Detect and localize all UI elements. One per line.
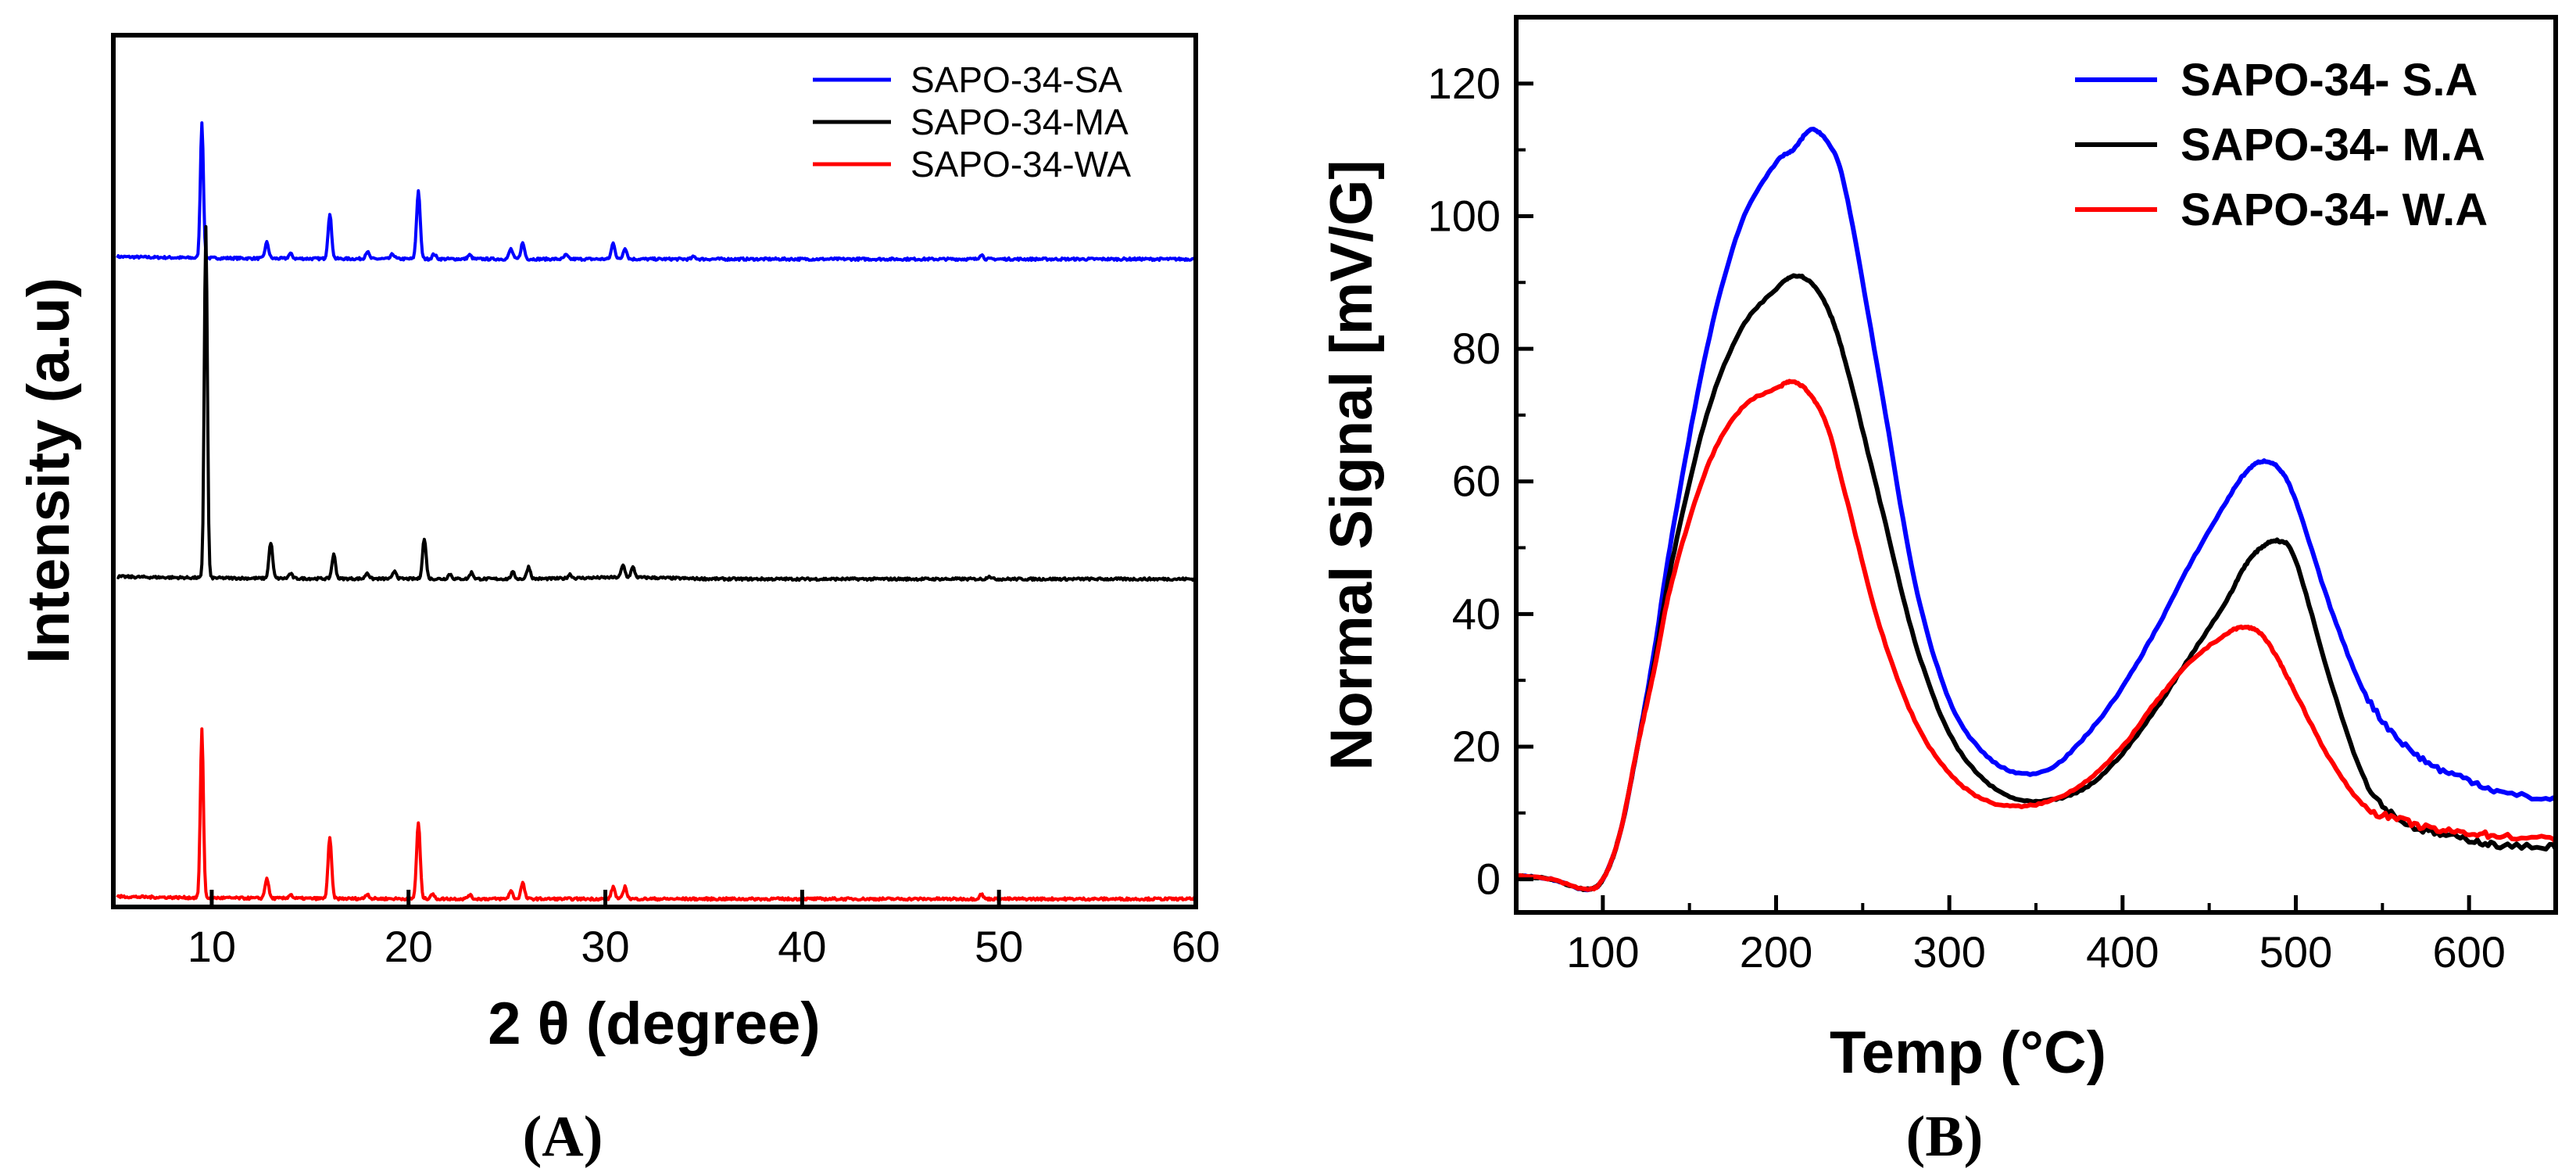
chart-a-y-axis-title: Intensity (a.u) — [16, 278, 82, 664]
chart-b-y-tick-label: 80 — [1452, 324, 1501, 373]
chart-b-x-tick-label: 400 — [2086, 927, 2159, 977]
chart-a-series-sapo-34-ma — [116, 224, 1197, 582]
chart-b-y-tick-label: 120 — [1428, 59, 1501, 108]
chart-b-series-sapo-34-w-a — [1516, 378, 2556, 892]
chart-a-legend-label: SAPO-34-SA — [911, 59, 1122, 100]
chart-a-x-tick-label: 50 — [975, 922, 1023, 971]
chart-b-x-tick-label: 200 — [1740, 927, 1812, 977]
chart-b-y-tick-label: 100 — [1428, 191, 1501, 240]
chart-a-series-sapo-34-wa — [116, 727, 1197, 902]
chart-b-panel-label: (B) — [1906, 1105, 1984, 1169]
chart-b-legend: SAPO-34- S.A SAPO-34- M.A SAPO-34- W.A — [2075, 55, 2488, 235]
chart-b-y-tick-label: 40 — [1452, 589, 1501, 638]
chart-b-legend-label: SAPO-34- W.A — [2181, 185, 2488, 235]
chart-b-x-tick-label: 100 — [1566, 927, 1639, 977]
chart-b-x-axis-title: Temp (°C) — [1830, 1020, 2106, 1086]
chart-b-x-tick-label: 500 — [2259, 927, 2332, 977]
chart-a-x-tick-label: 60 — [1172, 922, 1220, 971]
chart-a: 10 20 30 40 50 60 2 θ (degree) Intensity (a.u… — [16, 33, 1220, 1169]
chart-b-series-sapo-34-s-a — [1516, 127, 2556, 893]
chart-b-x-tick-label: 600 — [2432, 927, 2505, 977]
chart-b-legend-label: SAPO-34- S.A — [2181, 55, 2478, 106]
chart-b-series-group — [1516, 127, 2556, 893]
chart-a-legend-label: SAPO-34-MA — [911, 102, 1129, 142]
chart-a-x-tick-label: 10 — [188, 922, 236, 971]
chart-b-y-tick-label: 0 — [1476, 855, 1501, 904]
chart-b-y-axis-title: Normal Signal [mV/G] — [1318, 159, 1385, 770]
chart-a-series-sapo-34-sa — [116, 121, 1197, 262]
chart-a-x-tick-label: 20 — [385, 922, 433, 971]
chart-b-y-ticks: 0 20 40 60 80 100 120 — [1428, 16, 1533, 904]
chart-a-panel-label: (A) — [523, 1105, 603, 1169]
chart-b-legend-label: SAPO-34- M.A — [2181, 120, 2485, 170]
chart-a-x-axis-title: 2 θ (degree) — [488, 991, 820, 1057]
chart-b-x-tick-label: 300 — [1912, 927, 1985, 977]
chart-a-x-tick-label: 30 — [581, 922, 629, 971]
chart-a-plot-frame — [111, 33, 1198, 909]
chart-b-y-tick-label: 60 — [1452, 457, 1501, 506]
chart-a-series-group — [116, 121, 1197, 902]
chart-a-legend-label: SAPO-34-WA — [911, 144, 1131, 185]
chart-b: 100 200 300 400 500 600 0 20 40 60 80 100 120 Temp … — [1318, 15, 2558, 1169]
chart-b-x-ticks: 100 200 300 400 500 600 — [1566, 895, 2557, 977]
chart-a-x-tick-label: 40 — [778, 922, 826, 971]
chart-b-y-tick-label: 20 — [1452, 722, 1501, 771]
chart-a-x-ticks: 10 20 30 40 50 60 — [188, 890, 1220, 971]
